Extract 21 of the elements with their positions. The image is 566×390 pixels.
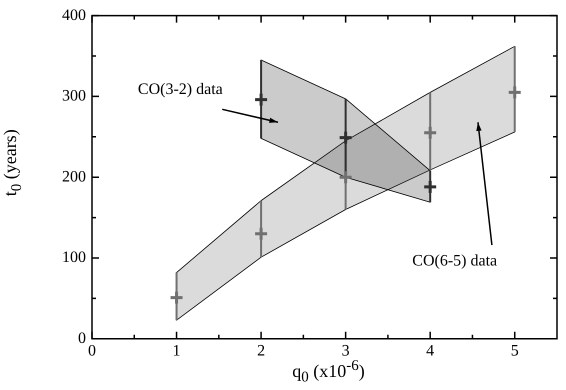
point xyxy=(507,84,522,100)
y-tick-label: 300 xyxy=(62,88,86,105)
x-tick-label: 1 xyxy=(172,342,181,360)
point xyxy=(254,92,269,108)
point xyxy=(422,125,438,140)
point xyxy=(169,290,184,306)
x-axis-title: q$_{0}$ (x10$^{-6}$) xyxy=(291,358,366,387)
x-tick-label: 3 xyxy=(342,342,350,360)
annotation: CO(6-5) data xyxy=(412,252,498,270)
annotation: CO(3-2) data xyxy=(138,81,223,98)
point xyxy=(338,170,354,185)
y-tick-label: 0 xyxy=(78,330,86,348)
x-tick-label: 4 xyxy=(426,342,434,360)
y-tick-label: 200 xyxy=(62,168,86,186)
point xyxy=(254,226,269,242)
x-tick-label: 2 xyxy=(257,342,266,360)
y-tick-label: 400 xyxy=(62,6,86,24)
point xyxy=(422,179,438,194)
x-tick-label: 5 xyxy=(510,342,519,360)
point xyxy=(338,130,354,146)
y-tick-label: 100 xyxy=(62,249,86,266)
